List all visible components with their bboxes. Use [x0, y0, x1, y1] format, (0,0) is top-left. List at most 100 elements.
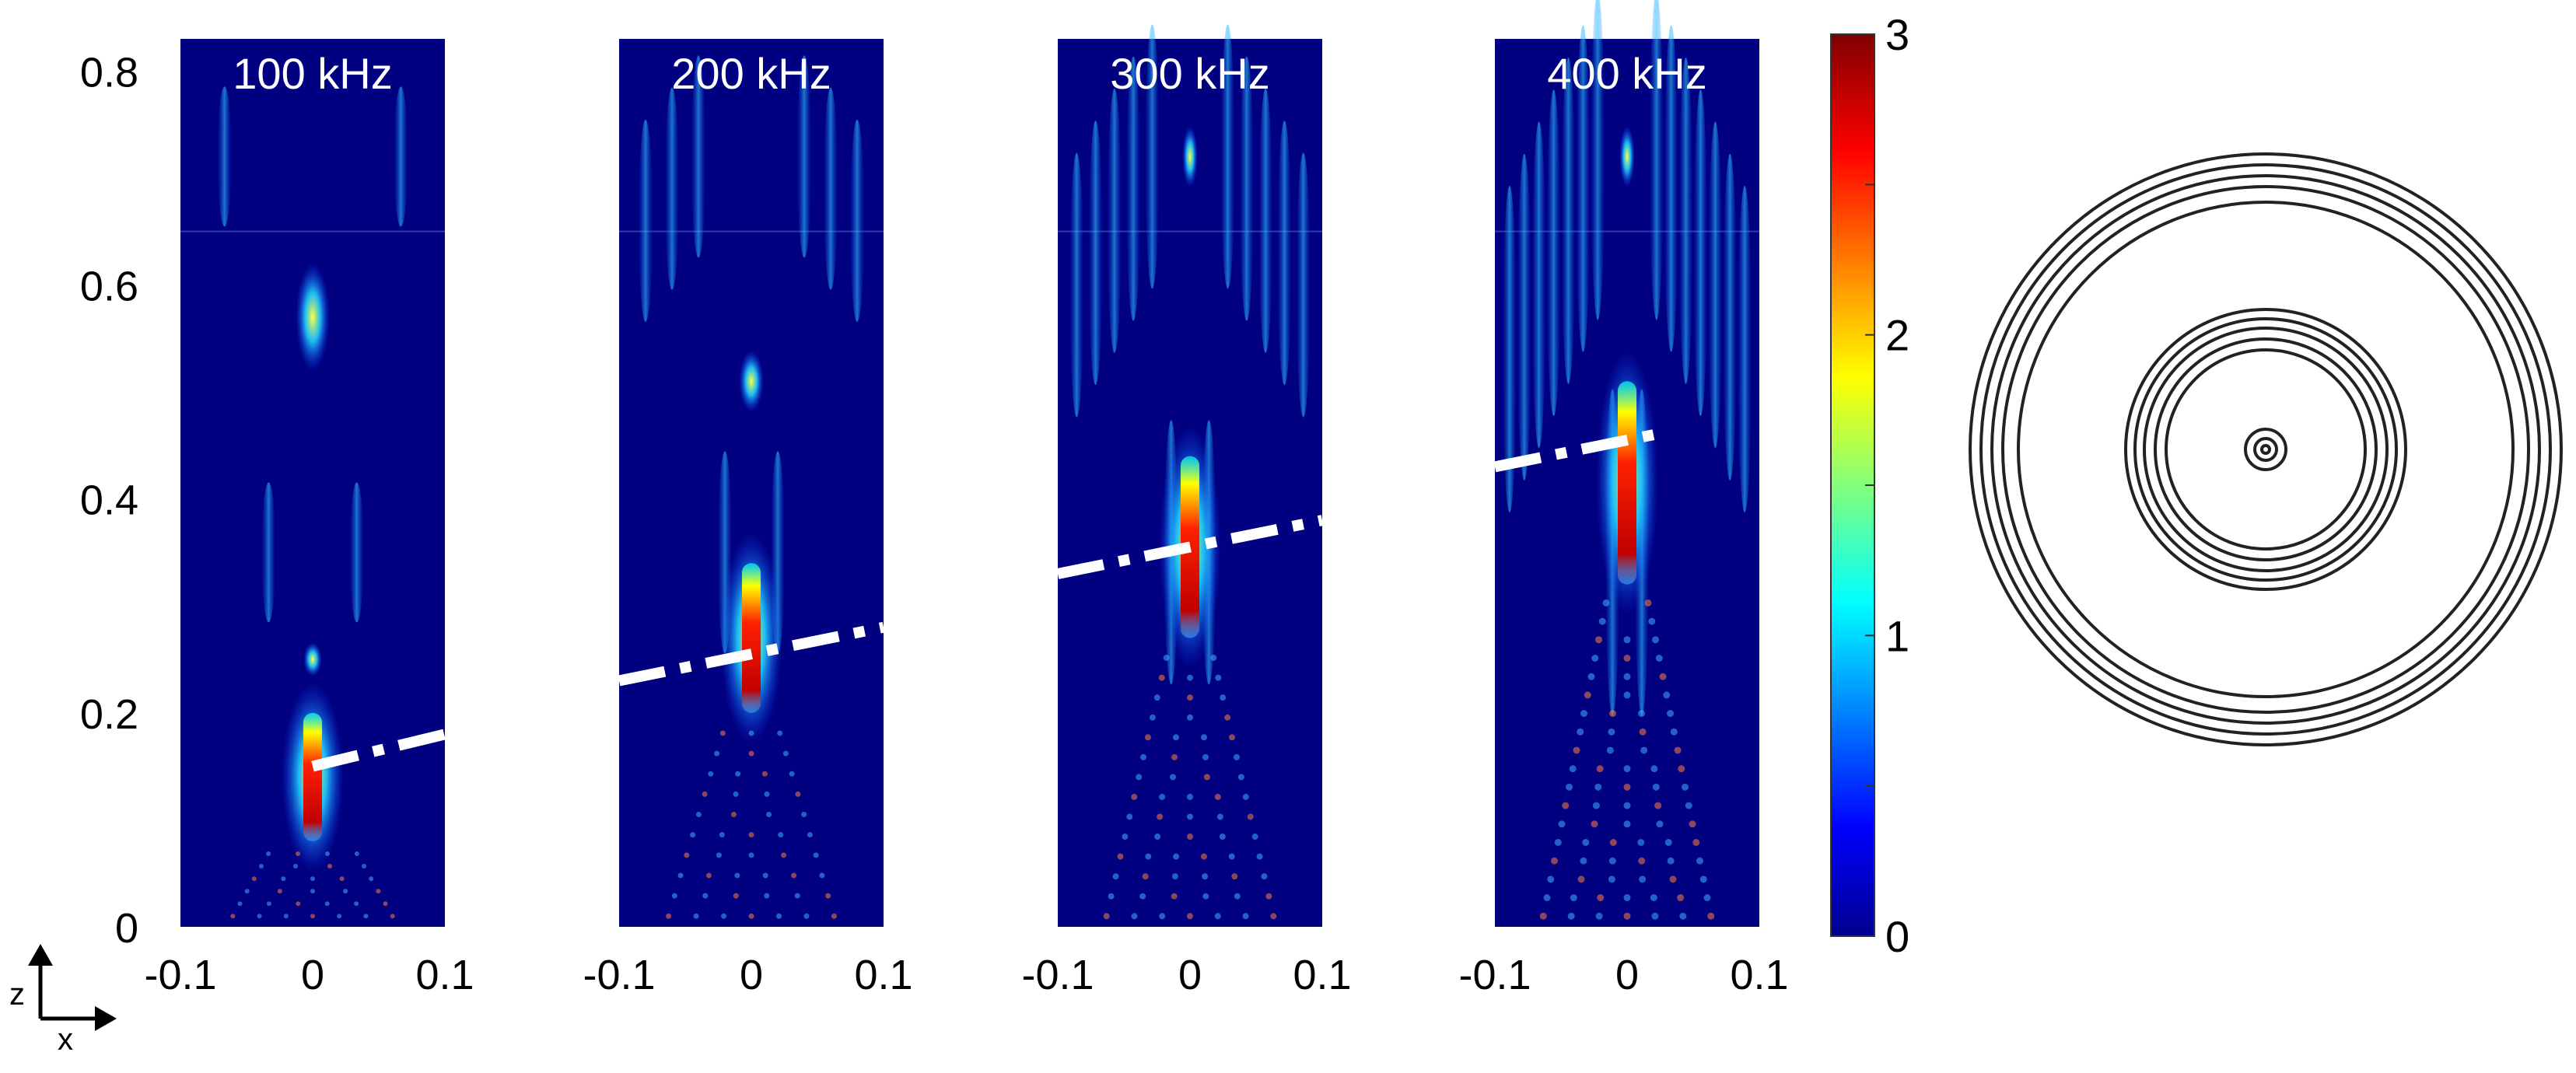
speckle-dot [1202, 893, 1209, 900]
secondary-focus [296, 262, 330, 372]
speckle-dot [782, 750, 789, 757]
side-lobe [850, 119, 864, 322]
speckle-dot [1623, 636, 1631, 644]
speckle-dot [1609, 838, 1617, 846]
axes-indicator: zx [9, 944, 117, 1057]
colorbar-tick-label: 0 [1885, 912, 1909, 961]
speckle-dot [1650, 765, 1658, 773]
speckle-dot [1149, 714, 1156, 721]
speckle-dot [324, 851, 330, 856]
speckle-dot [277, 889, 282, 894]
speckle-dot [310, 876, 315, 882]
side-lobe [349, 482, 364, 623]
speckle-dot [1202, 873, 1209, 880]
speckle-dot [1231, 873, 1238, 880]
ring [2165, 348, 2367, 550]
side-lobe [217, 86, 232, 227]
ring [1979, 163, 2552, 736]
speckle-dot [778, 832, 784, 838]
z-axis-label: z [9, 977, 25, 1012]
speckle-dot [1669, 876, 1677, 883]
speckle-dot [781, 852, 787, 858]
speckle-dot [1580, 857, 1587, 865]
speckle-dot [1650, 894, 1657, 902]
panel-title: 400 kHz [1547, 49, 1706, 98]
speckle-dot [1608, 857, 1616, 865]
speckle-dot [1591, 654, 1599, 662]
speckle-dot [237, 901, 243, 907]
speckle-dot [1685, 802, 1692, 809]
speckle-dot [1142, 873, 1149, 880]
ring [2124, 308, 2407, 591]
speckle-dot [251, 876, 257, 882]
speckle-dot [354, 851, 359, 856]
speckle-dot [764, 791, 770, 797]
speckle-dot [1679, 912, 1687, 920]
speckle-dot [1270, 913, 1277, 920]
ring [2133, 317, 2398, 582]
focal-spot [1618, 381, 1636, 585]
panel-title: 300 kHz [1110, 49, 1269, 98]
speckle-dot [1539, 912, 1547, 920]
side-lobe [1069, 152, 1084, 418]
z-arrow-head [28, 944, 53, 966]
panel-title: 100 kHz [233, 49, 392, 98]
side-lobe [394, 86, 408, 227]
speckle-dot [1163, 655, 1170, 662]
ring [2143, 327, 2389, 572]
focal-spot [742, 563, 761, 713]
speckle-dot [1577, 728, 1584, 736]
speckle-dot [1242, 913, 1249, 920]
speckle-dot [748, 730, 754, 736]
speckle-dot [807, 832, 813, 838]
speckle-dot [1187, 674, 1193, 681]
speckle-dot [1663, 691, 1671, 699]
speckle-dot [1623, 654, 1631, 662]
speckle-dot [1216, 813, 1223, 820]
speckle-dot [296, 901, 301, 907]
speckle-dot [733, 791, 739, 797]
side-lobe [1723, 153, 1738, 481]
speckle-dot [1251, 834, 1258, 841]
speckle-dot [1602, 599, 1610, 606]
speckle-dot [748, 832, 754, 838]
x-tick-label: 0 [740, 952, 763, 998]
speckle-dot [1598, 617, 1606, 625]
speckle-dot [1543, 894, 1551, 902]
speckle-dot [1201, 734, 1208, 741]
speckle-dot [1640, 746, 1648, 754]
speckle-dot [390, 914, 395, 919]
x-tick-label: -0.1 [1021, 952, 1094, 998]
side-lobe [1531, 121, 1546, 449]
speckle-dot [733, 893, 739, 899]
speckle-dot [1569, 765, 1577, 773]
speckle-dot [789, 771, 795, 777]
secondary-focus [303, 642, 322, 677]
side-lobe [261, 482, 276, 623]
x-tick-label: -0.1 [1458, 952, 1531, 998]
speckle-dot [283, 914, 289, 919]
speckle-dot [1202, 753, 1209, 760]
speckle-dot [719, 730, 726, 736]
colorbar: 0 1 2 3 [1830, 10, 1909, 961]
speckle-dot [296, 851, 301, 856]
dash-dot-line [1493, 429, 1655, 473]
speckle-dot [1595, 912, 1603, 920]
speckle-dot [1157, 813, 1164, 820]
speckle-dot [1623, 820, 1631, 828]
speckle-dot [1187, 813, 1193, 820]
panel-title: 200 kHz [671, 49, 831, 98]
speckle-dot [1171, 893, 1178, 900]
speckle-dot [257, 914, 262, 919]
speckle-dot [1677, 894, 1685, 902]
speckle-dot [666, 913, 672, 919]
speckle-dot [1597, 894, 1605, 902]
x-tick-label: 0.1 [1293, 952, 1351, 998]
speckle-dot [690, 832, 696, 838]
speckle-dot [1237, 774, 1244, 781]
speckle-dot [1247, 813, 1254, 820]
side-lobe [1649, 0, 1664, 320]
dash-dot-line [1056, 515, 1324, 579]
side-lobe [639, 119, 653, 322]
speckle-dot [1187, 793, 1193, 800]
